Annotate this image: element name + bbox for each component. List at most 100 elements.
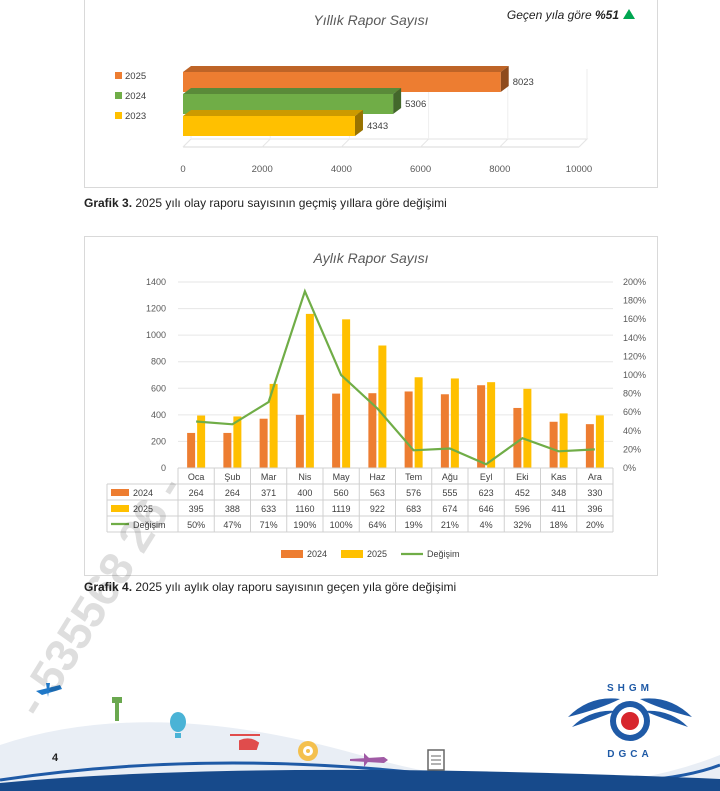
table-cell: 32% <box>513 520 531 530</box>
x-tick-label: Tem <box>405 472 422 482</box>
y2-tick-label: 140% <box>623 333 646 343</box>
bar-2024-Haz <box>368 393 377 468</box>
table-cell: 388 <box>225 504 240 514</box>
shgm-logo: SHGM DGCA <box>568 683 692 760</box>
table-cell: 400 <box>297 488 312 498</box>
chart-floor <box>182 138 589 148</box>
bar-end <box>354 110 363 136</box>
y2-tick-label: 40% <box>623 426 641 436</box>
x-tick-label: 0 <box>180 164 185 175</box>
balloon-icon <box>170 712 186 738</box>
table-cell: 19% <box>405 520 423 530</box>
y2-tick-label: 20% <box>623 444 641 454</box>
bar-end <box>393 88 402 114</box>
table-cell: 576 <box>406 488 421 498</box>
x-tick-label: Ara <box>588 472 602 482</box>
table-key-swatch <box>111 505 129 512</box>
y2-tick-label: 160% <box>623 314 646 324</box>
bar-2025-Ağu <box>450 378 459 468</box>
data-label: 5306 <box>405 99 426 110</box>
x-tick-label: Kas <box>551 472 567 482</box>
bar-end <box>500 66 509 92</box>
bar-2025-Nis <box>305 313 314 468</box>
logo-text-top: SHGM <box>607 683 653 694</box>
table-cell: 555 <box>442 488 457 498</box>
table-cell: 411 <box>551 504 565 514</box>
bar-2025-Ara <box>595 415 604 468</box>
table-cell: 264 <box>225 488 240 498</box>
bar-2025-Oca <box>197 415 206 468</box>
y2-tick-label: 0% <box>623 463 636 473</box>
bar-2025-Mar <box>269 383 278 468</box>
table-cell: 683 <box>406 504 421 514</box>
airplane-icon <box>36 683 62 697</box>
bar-2024 <box>183 94 394 114</box>
document-icon <box>427 749 445 771</box>
table-cell: 71% <box>260 520 278 530</box>
table-cell: 190% <box>293 520 316 530</box>
y-tick-label: 0 <box>161 463 166 473</box>
legend-swatch <box>281 550 303 558</box>
bar-2024-Eyl <box>477 385 486 468</box>
x-tick-label: Haz <box>369 472 386 482</box>
legend-label: 2023 <box>125 111 146 122</box>
table-cell: 348 <box>551 488 566 498</box>
x-tick-label: Mar <box>261 472 277 482</box>
table-cell: 623 <box>479 488 494 498</box>
y2-tick-label: 200% <box>623 277 646 287</box>
table-cell: 922 <box>370 504 385 514</box>
line-Değişim <box>196 288 595 466</box>
legend-label: 2025 <box>367 549 387 559</box>
x-tick-label: Oca <box>188 472 205 482</box>
table-cell: 1160 <box>295 504 314 514</box>
data-label: 4343 <box>367 121 388 132</box>
caption-4-text: 2025 yılı aylık olay raporu sayısının ge… <box>132 580 457 594</box>
bar-2024-Mar <box>259 418 268 468</box>
table-cell: 64% <box>368 520 386 530</box>
legend-label: 2024 <box>307 549 327 559</box>
y-tick-label: 1000 <box>146 330 166 340</box>
table-row-label: Değişim <box>133 520 166 530</box>
x-tick-label: 2000 <box>252 164 273 175</box>
table-cell: 20% <box>586 520 604 530</box>
table-cell: 674 <box>442 504 457 514</box>
x-tick-label: Eyl <box>480 472 493 482</box>
bar-2025-Şub <box>233 416 242 468</box>
table-key-swatch <box>111 489 129 496</box>
x-tick-label: 8000 <box>489 164 510 175</box>
table-cell: 452 <box>515 488 530 498</box>
table-cell: 21% <box>441 520 459 530</box>
bar-2024-Kas <box>549 421 558 468</box>
y2-tick-label: 60% <box>623 407 641 417</box>
table-cell: 1119 <box>332 504 351 514</box>
growth-up-triangle-icon <box>623 9 635 19</box>
x-gridline <box>499 138 509 148</box>
table-cell: 396 <box>587 504 602 514</box>
bar-2025-Haz <box>378 345 387 468</box>
table-cell: 395 <box>189 504 204 514</box>
table-cell: 563 <box>370 488 385 498</box>
x-tick-label: May <box>333 472 351 482</box>
legend-swatch <box>115 72 122 79</box>
bar-2024-May <box>332 393 341 468</box>
bar-2024-Şub <box>223 432 232 468</box>
bar-top <box>183 66 509 72</box>
table-cell: 50% <box>187 520 205 530</box>
table-cell: 330 <box>587 488 602 498</box>
x-gridline <box>420 138 429 148</box>
legend-label: Değişim <box>427 549 460 559</box>
jet-icon <box>350 753 388 767</box>
logo-text-bottom: DGCA <box>607 749 652 760</box>
x-tick-label: 6000 <box>410 164 431 175</box>
bar-2025-Kas <box>559 413 568 468</box>
y-tick-label: 1400 <box>146 277 166 287</box>
table-cell: 4% <box>480 520 493 530</box>
table-cell: 596 <box>515 504 530 514</box>
annual-chart: Yıllık Rapor Sayısı Geçen yıla göre %51 0 2… <box>115 8 635 175</box>
bar-2025-Eyl <box>487 382 496 468</box>
bar-top <box>183 88 402 94</box>
x-gridline <box>182 138 192 148</box>
bar-2025-Tem <box>414 377 423 468</box>
legend-swatch <box>115 112 122 119</box>
legend-label: 2024 <box>125 91 146 102</box>
